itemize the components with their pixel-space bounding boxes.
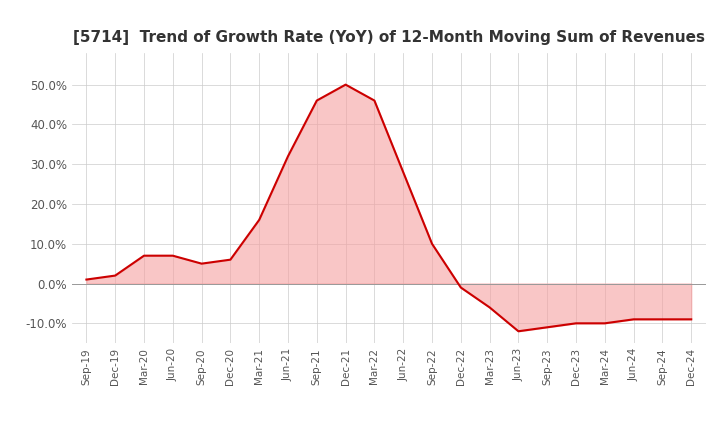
Title: [5714]  Trend of Growth Rate (YoY) of 12-Month Moving Sum of Revenues: [5714] Trend of Growth Rate (YoY) of 12-… [73,29,705,45]
